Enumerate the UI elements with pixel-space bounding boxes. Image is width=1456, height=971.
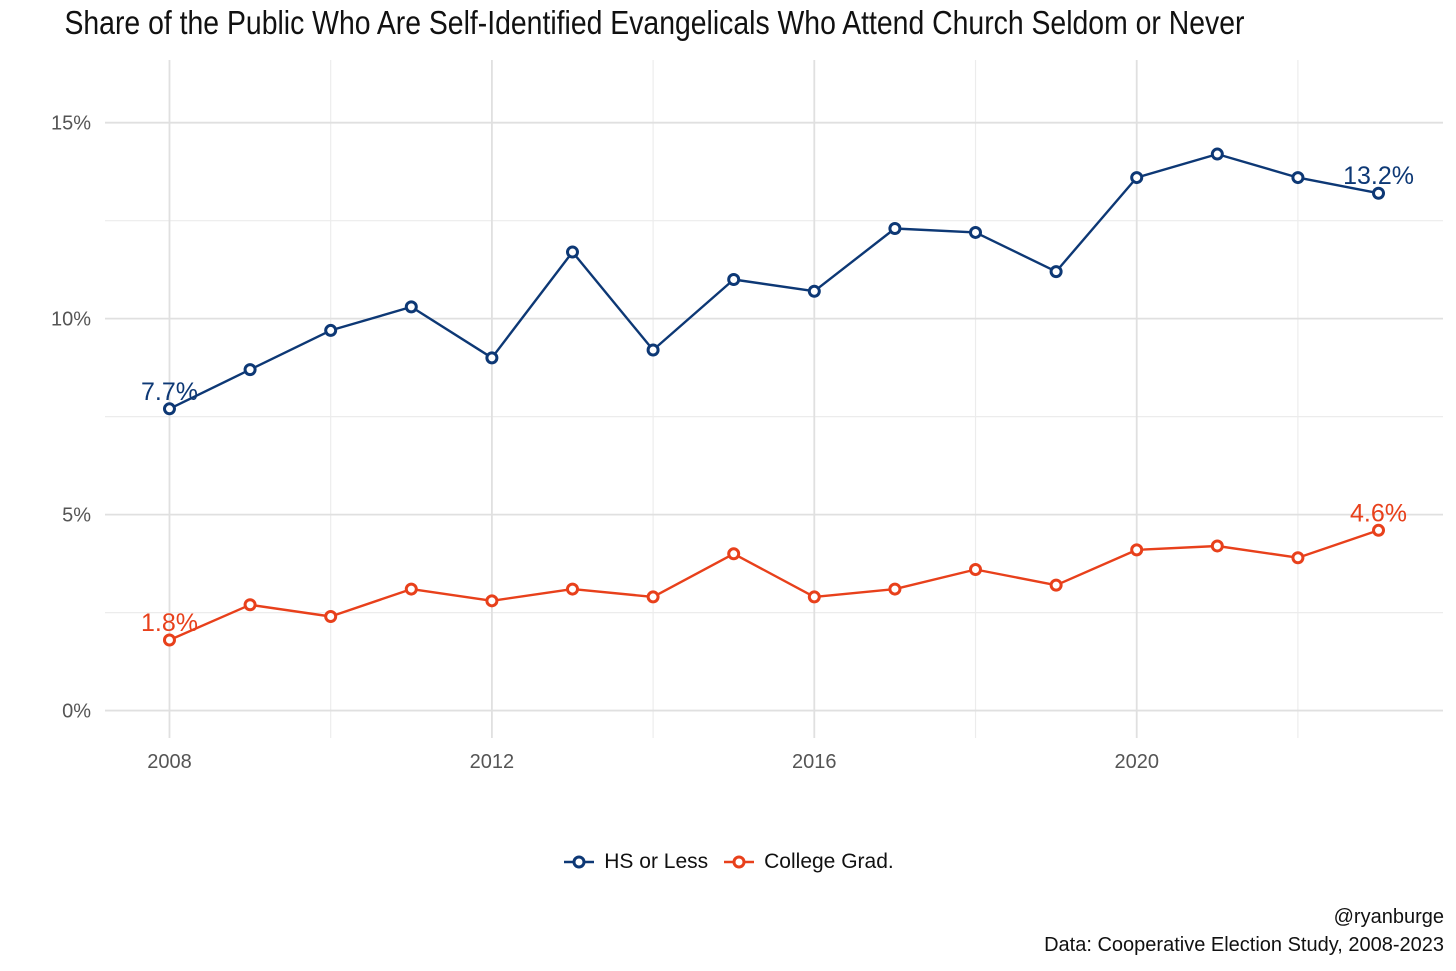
caption: @ryanburge Data: Cooperative Election St… <box>1044 903 1444 959</box>
data-point-college-grad <box>162 633 176 647</box>
legend-key-college-grad <box>724 855 755 869</box>
data-point-college-grad <box>1049 578 1063 592</box>
data-point-hs-or-less <box>727 272 741 286</box>
series-line-hs-or-less <box>168 152 1379 410</box>
y-axis-tick-labels: 0% 5% 10% 15% <box>51 113 91 723</box>
start-label-college-grad: 1.8% <box>141 609 198 637</box>
data-point-college-grad <box>324 610 338 624</box>
end-label-hs-or-less: 13.2% <box>1343 162 1414 190</box>
data-point-college-grad <box>646 590 660 604</box>
data-point-hs-or-less <box>646 343 660 357</box>
x-tick-label: 2012 <box>470 751 515 773</box>
end-label-college-grad: 4.6% <box>1350 499 1407 527</box>
data-point-hs-or-less <box>1130 171 1144 185</box>
y-tick-label: 0% <box>62 701 91 723</box>
data-point-hs-or-less <box>807 284 821 298</box>
data-point-college-grad <box>969 562 983 576</box>
data-point-college-grad <box>888 582 902 596</box>
caption-source: Data: Cooperative Election Study, 2008-2… <box>1044 934 1444 956</box>
x-tick-label: 2016 <box>792 751 837 773</box>
data-point-hs-or-less <box>1210 147 1224 161</box>
data-point-hs-or-less <box>1291 171 1305 185</box>
data-point-college-grad <box>1130 543 1144 557</box>
data-point-hs-or-less <box>888 222 902 236</box>
y-tick-label: 5% <box>62 505 91 527</box>
y-tick-label: 15% <box>51 113 91 135</box>
data-point-hs-or-less <box>404 300 418 314</box>
data-labels: 7.7% 13.2% 1.8% 4.6% <box>141 162 1414 637</box>
legend-label-college-grad: College Grad. <box>764 850 894 873</box>
major-gridlines <box>105 60 1443 738</box>
data-point-college-grad <box>485 594 499 608</box>
data-point-hs-or-less <box>969 225 983 239</box>
data-point-hs-or-less <box>565 245 579 259</box>
data-point-college-grad <box>565 582 579 596</box>
data-point-college-grad <box>1372 523 1386 537</box>
data-point-hs-or-less <box>1372 186 1386 200</box>
data-point-hs-or-less <box>243 363 257 377</box>
data-point-college-grad <box>404 582 418 596</box>
x-tick-label: 2008 <box>147 751 192 773</box>
series-line-college-grad <box>169 529 1379 642</box>
data-point-college-grad <box>807 590 821 604</box>
data-point-hs-or-less <box>485 351 499 365</box>
legend: HS or Less College Grad. <box>0 850 1456 874</box>
data-point-hs-or-less <box>324 323 338 337</box>
data-point-college-grad <box>727 547 741 561</box>
data-point-college-grad <box>1210 539 1224 553</box>
caption-handle: @ryanburge <box>1333 906 1444 928</box>
legend-item-hs-or-less: HS or Less <box>562 850 708 874</box>
x-axis-tick-labels: 2008 2012 2016 2020 <box>147 751 1159 773</box>
legend-label-hs-or-less: HS or Less <box>604 850 709 873</box>
legend-key-hs-or-less <box>564 855 595 869</box>
x-tick-label: 2020 <box>1114 751 1159 773</box>
y-tick-label: 10% <box>51 309 91 331</box>
data-point-college-grad <box>1291 551 1305 565</box>
chart-title: Share of the Public Who Are Self-Identif… <box>64 4 1245 41</box>
series-layer <box>162 147 1386 647</box>
data-point-hs-or-less <box>1049 265 1063 279</box>
data-point-hs-or-less <box>162 402 176 416</box>
data-point-college-grad <box>243 598 257 612</box>
legend-item-college-grad: College Grad. <box>722 850 894 874</box>
start-label-hs-or-less: 7.7% <box>141 378 198 406</box>
